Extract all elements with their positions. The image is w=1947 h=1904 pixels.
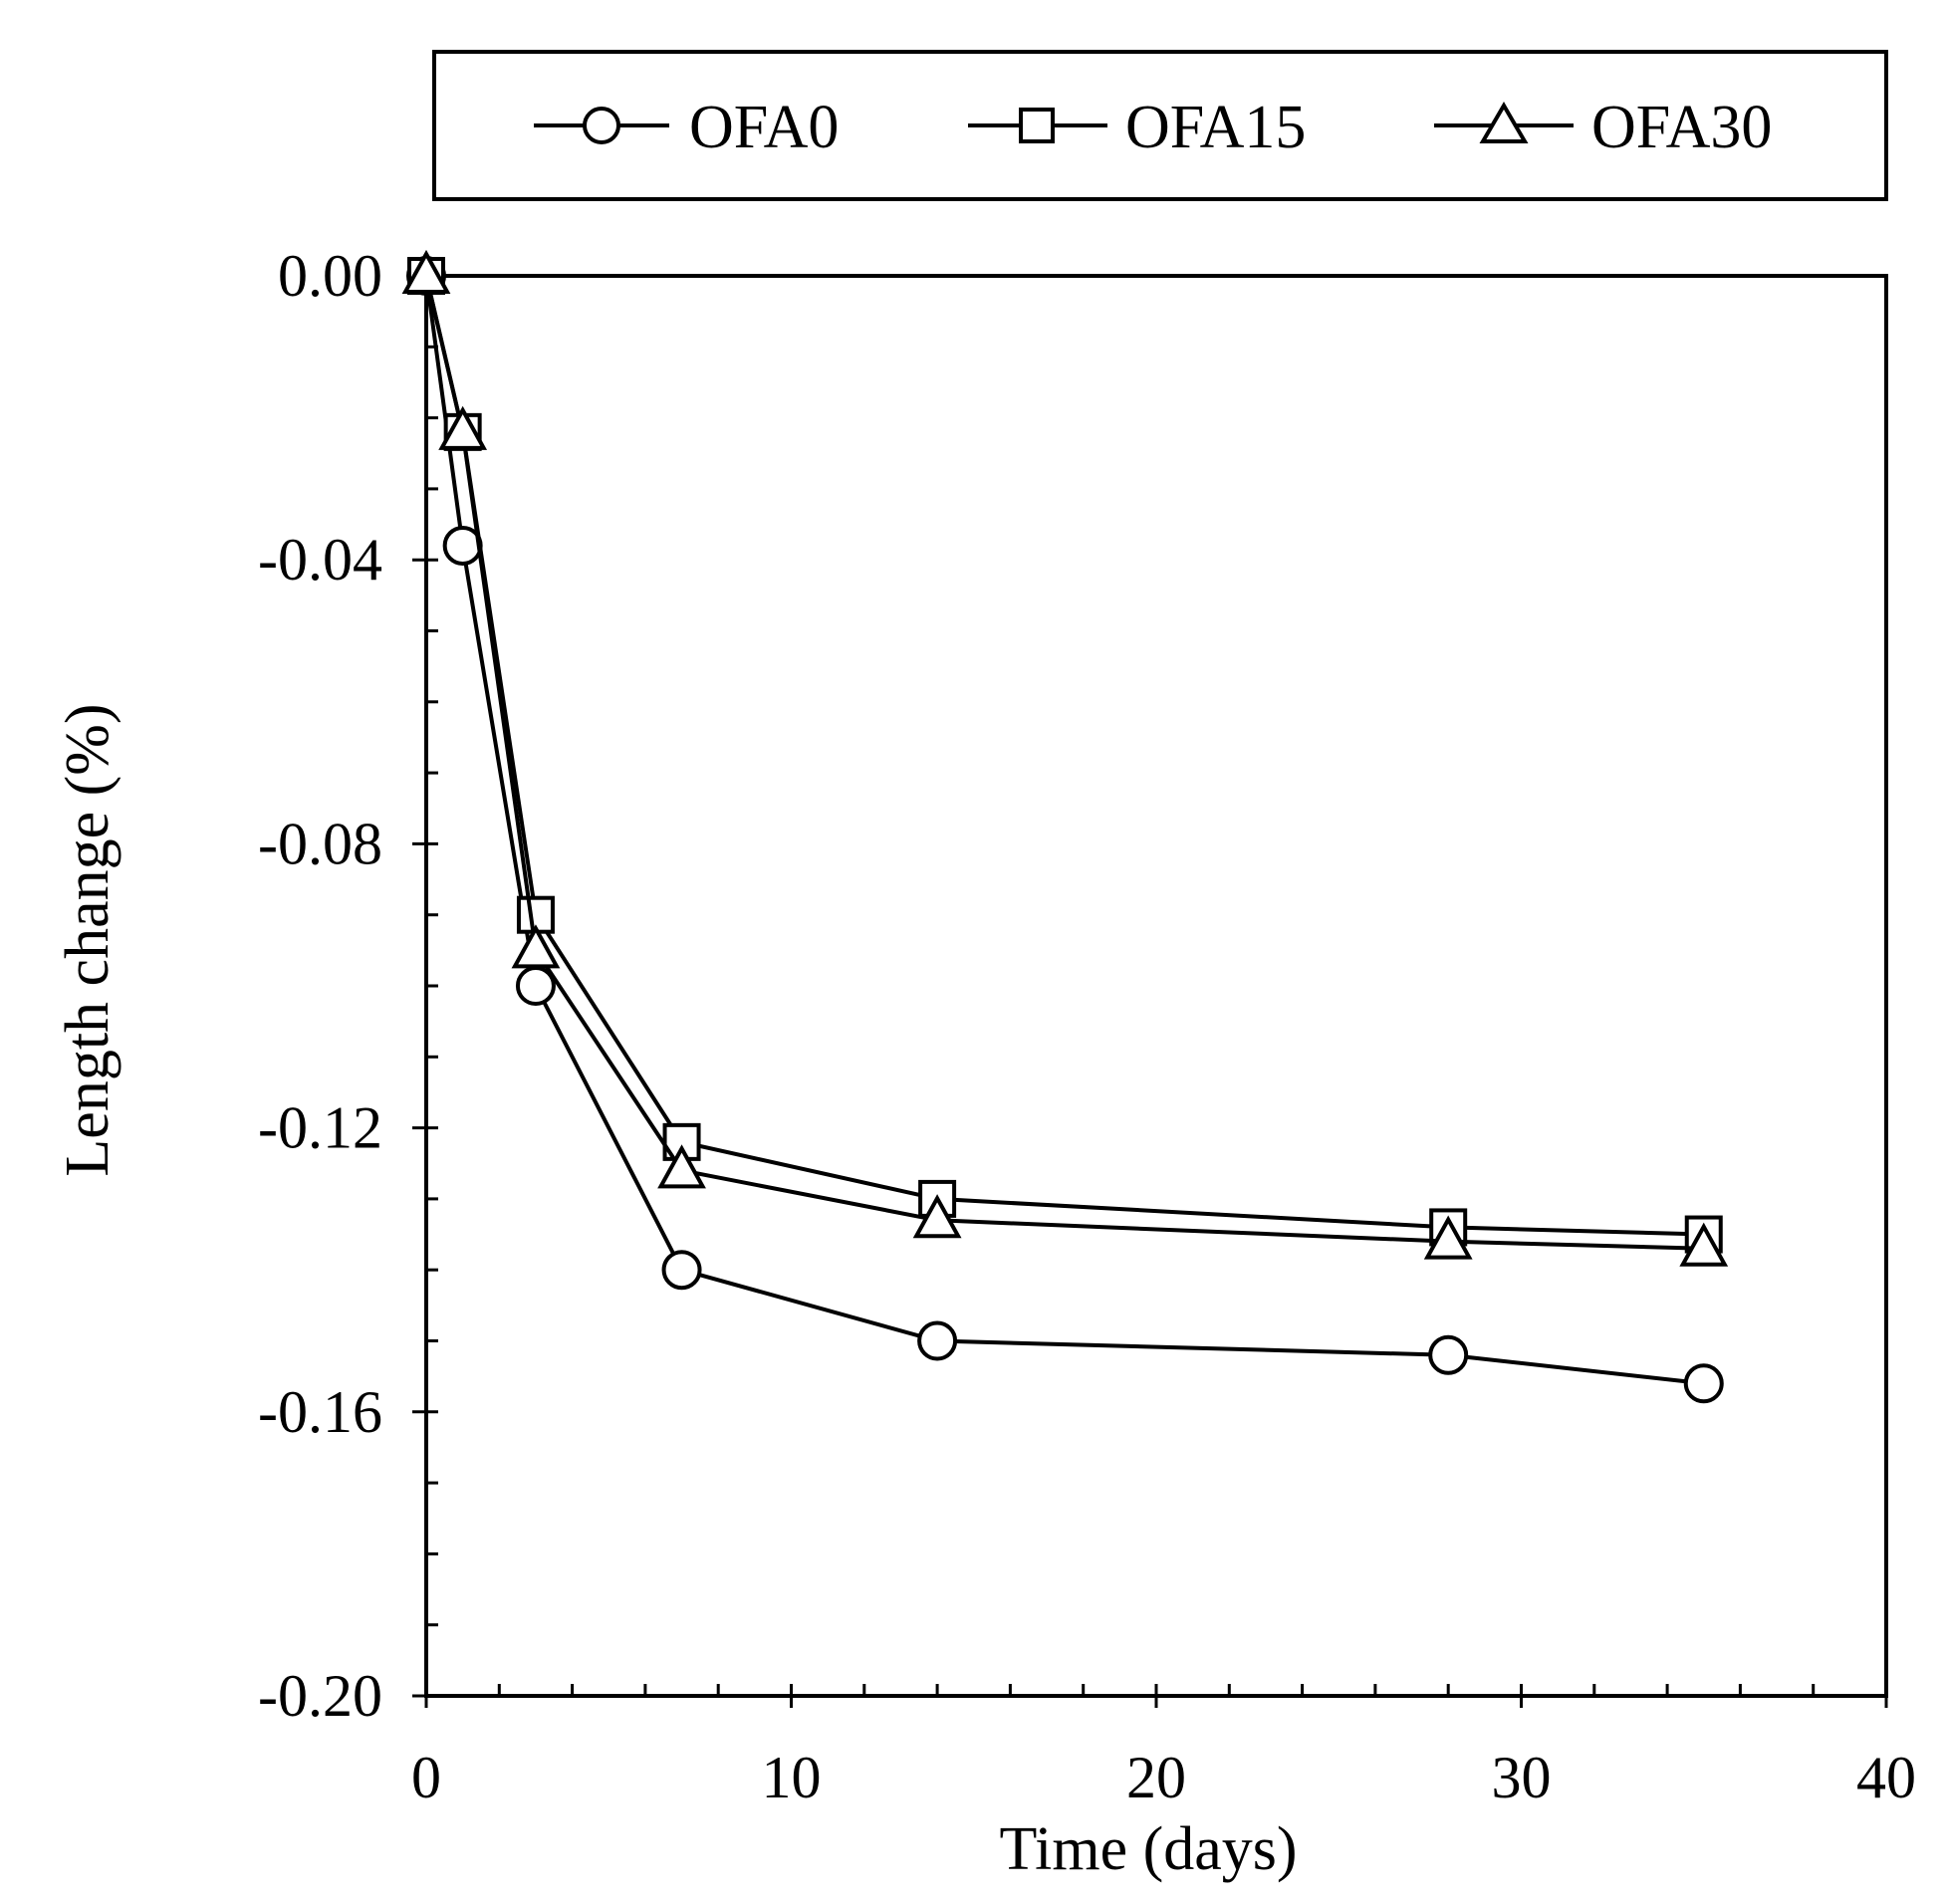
x-tick-label: 0 [411, 1745, 441, 1810]
legend-label-ofa30: OFA30 [1591, 94, 1772, 161]
legend-marker-ofa30 [1479, 102, 1529, 143]
y-axis-title: Length change (%) [54, 703, 122, 1176]
data-point-ofa30 [1423, 1215, 1473, 1260]
data-point-ofa0 [1683, 1363, 1724, 1404]
data-point-ofa30 [1679, 1222, 1729, 1267]
axis-ticks [412, 274, 1888, 1708]
legend-entry-ofa15: OFA15 [968, 94, 1306, 161]
data-point-ofa0 [515, 966, 556, 1006]
y-tick-label: -0.04 [258, 527, 382, 593]
series-line-ofa30 [424, 275, 1704, 1251]
y-tick-labels: 0.00 -0.04 -0.08 -0.12 -0.16 -0.20 [258, 243, 382, 1729]
data-point-ofa30 [401, 249, 451, 294]
y-tick-label: -0.16 [258, 1379, 382, 1445]
data-point-ofa0 [661, 1250, 702, 1291]
series-ofa15 [407, 257, 1723, 1254]
x-tick-label: 30 [1492, 1745, 1552, 1810]
legend: OFA0 OFA15 OFA30 [432, 50, 1888, 201]
x-tick-label: 20 [1126, 1745, 1186, 1810]
data-point-ofa0 [917, 1320, 958, 1361]
plot-area [424, 274, 1888, 1698]
legend-marker-ofa15 [1019, 108, 1055, 143]
data-point-ofa30 [438, 405, 488, 450]
x-axis-title: Time (days) [999, 1815, 1297, 1883]
series-line-ofa15 [424, 275, 1704, 1237]
series-ofa30 [401, 249, 1729, 1267]
legend-entry-ofa30: OFA30 [1434, 94, 1772, 161]
y-tick-label: -0.12 [258, 1095, 382, 1161]
legend-label-ofa0: OFA0 [689, 94, 839, 161]
data-point-ofa30 [912, 1194, 962, 1239]
x-tick-label: 40 [1856, 1745, 1916, 1810]
y-tick-label: -0.20 [258, 1663, 382, 1729]
x-tick-labels: 0 10 20 30 40 [411, 1745, 1916, 1810]
data-point-ofa0 [1428, 1334, 1469, 1375]
data-point-ofa30 [657, 1144, 706, 1189]
legend-marker-ofa0 [583, 107, 620, 144]
series-line-ofa0 [424, 275, 1704, 1386]
x-tick-label: 10 [762, 1745, 822, 1810]
legend-entry-ofa0: OFA0 [534, 94, 839, 161]
y-tick-label: -0.08 [258, 811, 382, 876]
legend-frame [432, 50, 1888, 201]
y-tick-label: 0.00 [278, 243, 382, 309]
legend-label-ofa15: OFA15 [1125, 94, 1306, 161]
series-layer [401, 249, 1729, 1404]
data-point-ofa30 [511, 924, 561, 969]
